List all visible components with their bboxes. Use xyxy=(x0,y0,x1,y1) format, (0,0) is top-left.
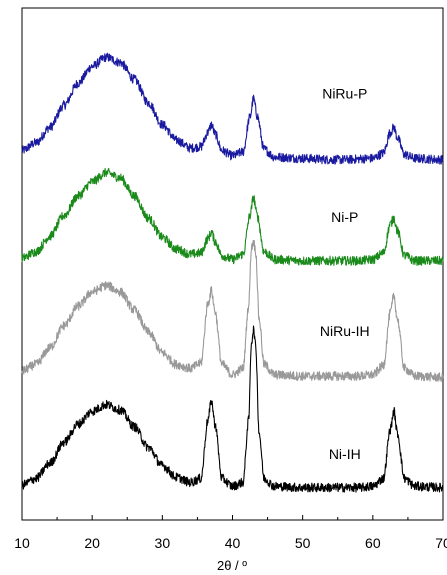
series-line-niru-p xyxy=(21,52,444,165)
series-line-niru-ih xyxy=(21,239,444,383)
series-line-ni-ih xyxy=(21,325,444,493)
x-tick-label: 40 xyxy=(225,535,241,551)
plot-frame xyxy=(21,7,444,521)
x-tick-label: 10 xyxy=(14,535,30,551)
x-axis-ticks: 10 20 30 40 50 60 70 xyxy=(14,515,447,551)
series-labels: NiRu-P Ni-P NiRu-IH Ni-IH xyxy=(320,86,370,462)
series-line-ni-p xyxy=(21,167,444,266)
x-axis-label: 2θ / º xyxy=(217,558,247,573)
x-tick-label: 70 xyxy=(435,535,447,551)
x-tick-label: 50 xyxy=(295,535,311,551)
series-label-ni-p: Ni-P xyxy=(331,209,358,225)
x-tick-label: 30 xyxy=(155,535,171,551)
traces xyxy=(21,52,444,493)
x-tick-label: 60 xyxy=(365,535,381,551)
series-label-niru-p: NiRu-P xyxy=(322,86,367,102)
series-label-ni-ih: Ni-IH xyxy=(329,446,361,462)
series-label-niru-ih: NiRu-IH xyxy=(320,323,370,339)
x-tick-label: 20 xyxy=(84,535,100,551)
